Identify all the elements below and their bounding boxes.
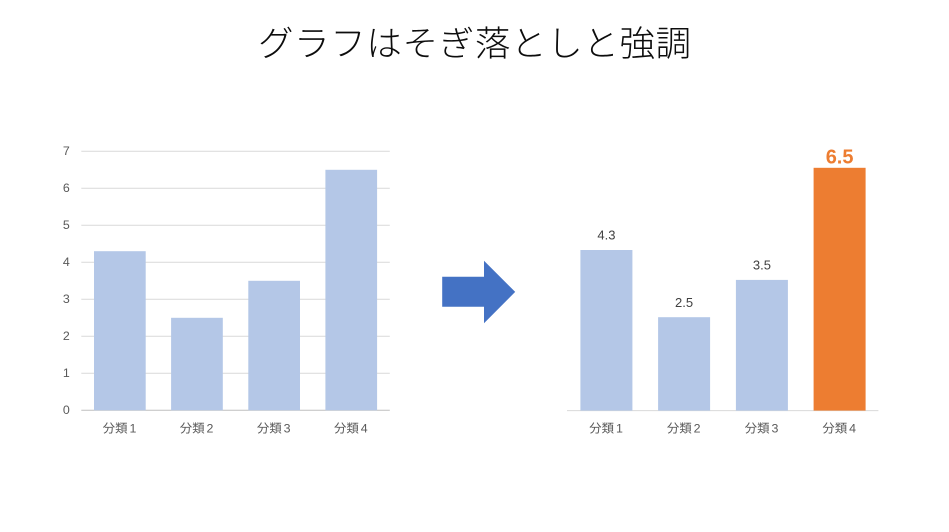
svg-text:6.5: 6.5 — [826, 147, 854, 169]
svg-text:4: 4 — [63, 255, 70, 269]
svg-text:1: 1 — [616, 421, 623, 435]
svg-text:3.5: 3.5 — [753, 258, 771, 273]
svg-text:2: 2 — [207, 421, 214, 435]
svg-text:3: 3 — [284, 421, 291, 435]
svg-text:4: 4 — [849, 421, 856, 435]
svg-text:6: 6 — [63, 181, 70, 195]
svg-text:4.3: 4.3 — [597, 228, 615, 243]
svg-text:3: 3 — [771, 421, 778, 435]
svg-text:3: 3 — [63, 292, 70, 306]
svg-text:4: 4 — [361, 421, 368, 435]
svg-text:2: 2 — [694, 421, 701, 435]
svg-text:7: 7 — [63, 144, 70, 158]
svg-text:2: 2 — [63, 329, 70, 343]
svg-text:1: 1 — [129, 421, 136, 435]
svg-text:1: 1 — [63, 366, 70, 380]
svg-text:0: 0 — [63, 403, 70, 417]
svg-text:5: 5 — [63, 218, 70, 232]
svg-text:2.5: 2.5 — [675, 295, 693, 310]
